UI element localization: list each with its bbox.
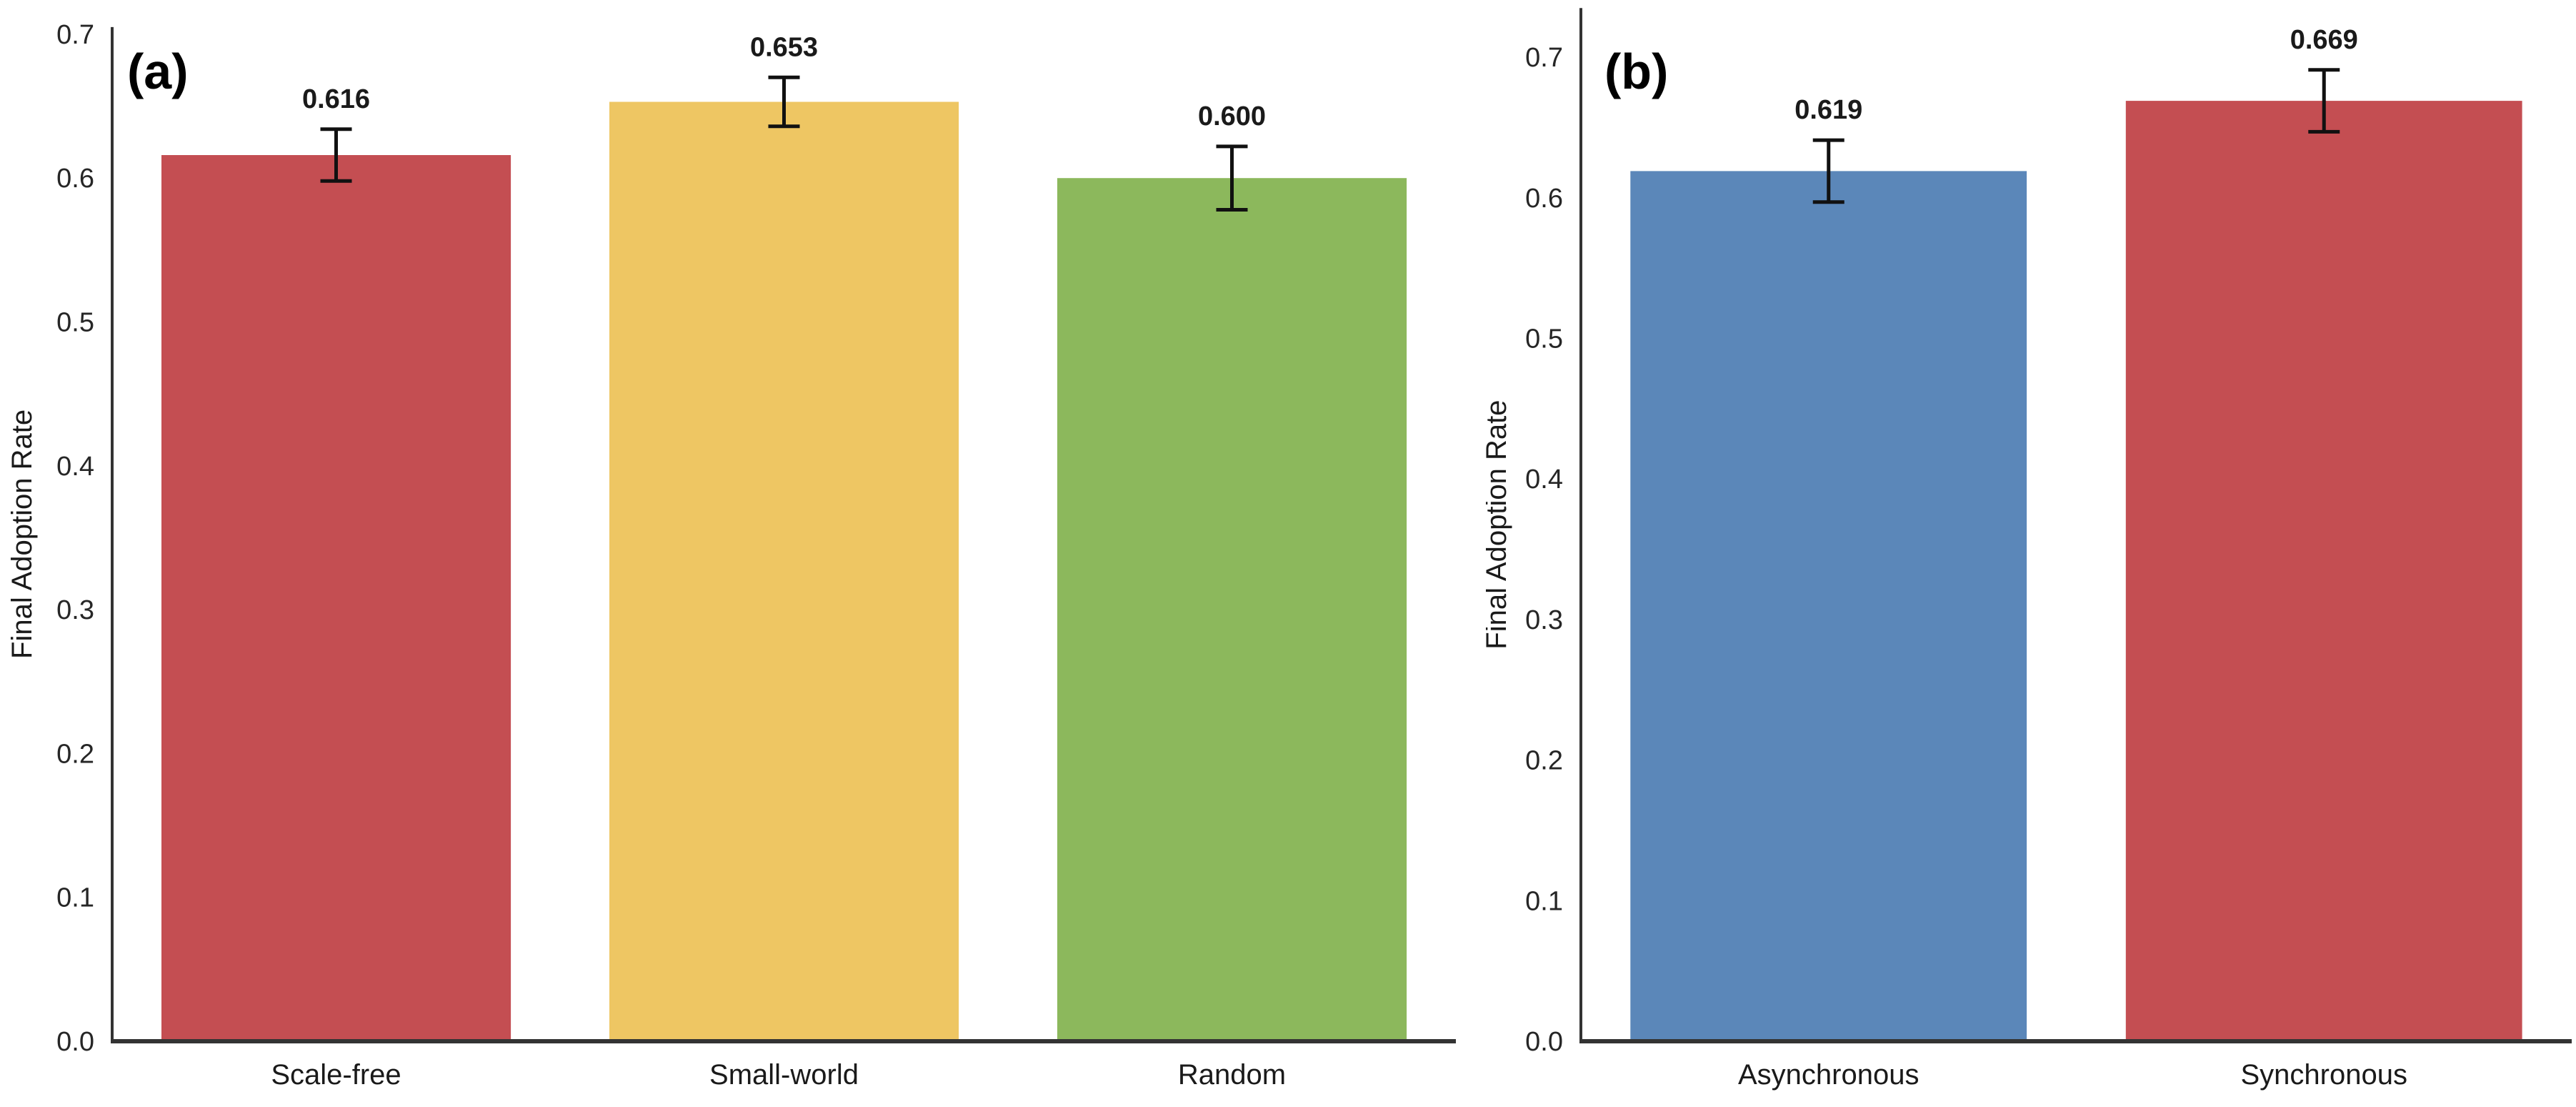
x-tick-label: Random: [1178, 1059, 1286, 1091]
x-tick-label: Scale-free: [271, 1059, 401, 1091]
y-tick-label: 0.5: [56, 308, 94, 338]
panel-letter: (a): [127, 44, 189, 99]
panel-letter: (b): [1604, 44, 1668, 99]
x-tick-label: Small-world: [709, 1059, 859, 1091]
y-axis-title: Final Adoption Rate: [6, 409, 38, 659]
bar-value-label: 0.619: [1794, 95, 1862, 125]
y-tick-label: 0.0: [1525, 1027, 1563, 1057]
y-tick-label: 0.2: [1525, 746, 1563, 776]
bar-synchronous: [2125, 101, 2522, 1042]
panel-b-chart: 0.619 Asynchronous 0.669 Synchronous 0.0 0.1 0…: [1486, 8, 2572, 1091]
bar-value-label: 0.600: [1198, 101, 1266, 131]
y-tick-label: 0.2: [56, 739, 94, 769]
y-tick-label: 0.6: [56, 164, 94, 194]
bar-small-world: [609, 101, 959, 1041]
bar-random: [1057, 178, 1407, 1042]
x-tick-label: Synchronous: [2241, 1059, 2407, 1091]
y-tick-label: 0.3: [1525, 605, 1563, 635]
y-tick-label: 0.4: [56, 452, 94, 482]
bar-scale-free: [161, 155, 511, 1041]
y-tick-label: 0.1: [56, 883, 94, 913]
y-axis-title: Final Adoption Rate: [1486, 400, 1512, 650]
y-tick-label: 0.3: [56, 595, 94, 625]
y-tick-label: 0.1: [1525, 886, 1563, 916]
y-tick-label: 0.6: [1525, 184, 1563, 214]
y-tick-label: 0.7: [1525, 43, 1563, 73]
y-tick-label: 0.7: [56, 20, 94, 50]
y-tick-label: 0.5: [1525, 324, 1563, 354]
bar-value-label: 0.653: [750, 32, 818, 62]
bar-value-label: 0.616: [302, 84, 370, 114]
bar-asynchronous: [1630, 171, 2027, 1041]
y-tick-label: 0.0: [56, 1027, 94, 1057]
bar-value-label: 0.669: [2290, 25, 2358, 55]
y-tick-label: 0.4: [1525, 465, 1563, 495]
panel-a-chart: 0.616 Scale-free 0.653 Small-world 0.600 Rand…: [6, 20, 1456, 1091]
x-tick-label: Asynchronous: [1738, 1059, 1919, 1091]
